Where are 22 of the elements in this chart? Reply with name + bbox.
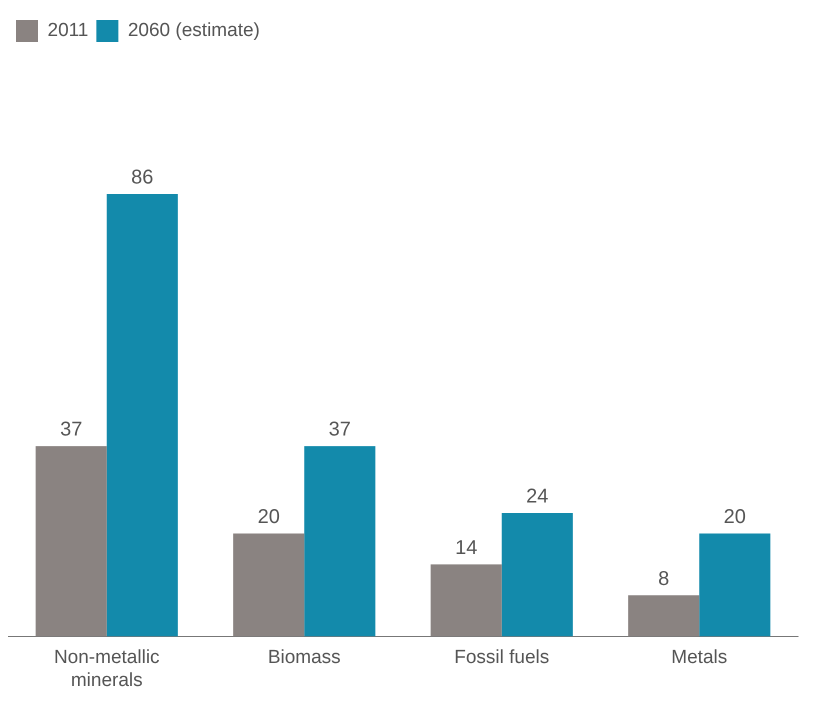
data-label: 37 <box>328 418 351 441</box>
bar <box>304 446 376 636</box>
bar <box>699 534 770 636</box>
bar <box>628 595 700 636</box>
legend-label: 2060 (estimate) <box>128 20 260 42</box>
legend-label: 2011 <box>48 20 88 42</box>
data-label: 20 <box>724 506 746 528</box>
x-tick-label: Biomass <box>268 647 341 668</box>
data-label: 37 <box>60 418 82 441</box>
bar <box>106 194 178 636</box>
bar <box>233 534 304 636</box>
x-tick-label: Non-metallic minerals <box>54 647 160 691</box>
data-label: 14 <box>455 536 478 559</box>
data-label: 20 <box>258 506 280 528</box>
bar <box>36 446 107 636</box>
bar <box>430 564 502 636</box>
x-tick-label: Fossil fuels <box>454 647 550 668</box>
data-label: 24 <box>526 485 548 508</box>
x-tick-label: Metals <box>671 647 728 668</box>
bar <box>502 512 573 636</box>
data-label: 86 <box>131 166 154 189</box>
data-label: 8 <box>658 568 670 590</box>
